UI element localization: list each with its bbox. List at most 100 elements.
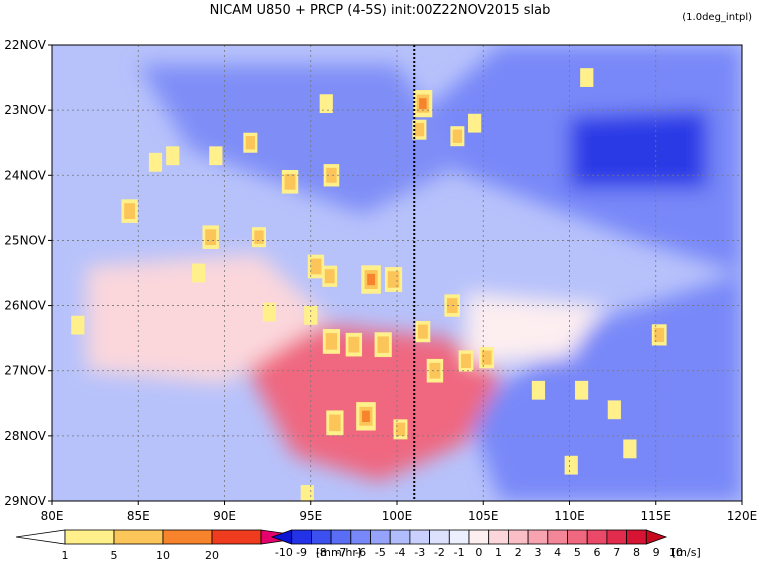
wind-cb-label: 4 xyxy=(554,546,561,559)
wind-cb-label: 0 xyxy=(475,546,482,559)
precip-cell-core xyxy=(207,232,214,242)
precip-cell-outer xyxy=(166,146,180,166)
precip-cell-7 xyxy=(252,227,266,248)
wind-cb-label: -2 xyxy=(434,546,445,559)
wind-cb-label: -6 xyxy=(355,546,366,559)
precip-cell-core xyxy=(362,410,370,422)
gridlines xyxy=(52,45,742,501)
precip-cell-19 xyxy=(345,332,363,357)
y-tick-label: 25NOV xyxy=(4,233,46,247)
y-axis-ticks: 22NOV 23NOV 24NOV 25NOV 26NOV 27NOV 28NOV 29NOV xyxy=(4,38,52,508)
precip-cb-segment xyxy=(64,529,115,545)
precip-cell-31 xyxy=(574,380,589,400)
precip-cell-outer xyxy=(300,485,314,501)
wind-cb-segment xyxy=(389,529,411,545)
precip-cb-arrow-left xyxy=(15,529,66,545)
precip-cell-core xyxy=(419,98,427,110)
precip-cell-36 xyxy=(479,347,495,369)
precip-cell-outer xyxy=(262,302,276,322)
precip-cell-core xyxy=(350,339,358,350)
precip-cell-22 xyxy=(426,358,444,383)
precip-cell-core xyxy=(431,365,439,376)
precip-cell-21 xyxy=(415,321,431,343)
plot-area xyxy=(52,45,742,501)
precip-cell-0 xyxy=(121,199,138,223)
precip-cell-outer xyxy=(71,315,85,335)
wind-cb-segment xyxy=(626,529,647,545)
precip-cell-3 xyxy=(243,132,258,153)
precip-cell-10 xyxy=(361,265,381,294)
precip-cell-outer xyxy=(319,94,333,114)
precip-cell-32 xyxy=(607,400,621,420)
wind-cb-label: -4 xyxy=(395,546,406,559)
wind-cb-segment xyxy=(330,529,352,545)
wind-cb-label: -9 xyxy=(296,546,307,559)
wind-cb-segment xyxy=(488,529,509,545)
precip-cell-core xyxy=(379,339,387,350)
precip-cell-outer xyxy=(564,455,578,475)
wind-colorbar: -10 -9 -8 -7 -6 -5 -4 -3 -2 -1 0 1 2 3 4 5 6 7 8 9 10[m/s] xyxy=(270,529,701,559)
precip-cell-mid xyxy=(324,269,335,284)
wind-cb-segment xyxy=(291,529,312,545)
wind-cb-label: 2 xyxy=(515,546,522,559)
precip-cell-mid xyxy=(414,123,425,137)
precip-cell-40 xyxy=(300,485,314,501)
x-tick-label: 80E xyxy=(41,509,64,523)
wind-cb-label: 3 xyxy=(534,546,541,559)
precip-cell-5 xyxy=(323,164,340,187)
wind-cb-label: -10 xyxy=(275,546,293,559)
precip-cell-core xyxy=(331,417,339,428)
precip-cell-outer xyxy=(468,113,482,133)
precip-cell-27 xyxy=(393,419,408,440)
precip-cell-6 xyxy=(202,225,219,249)
precip-cell-38 xyxy=(192,263,206,283)
precip-cb-unit: [mm/hr] xyxy=(316,546,361,559)
x-tick-label: 100E xyxy=(382,509,413,523)
wind-cb-label: -5 xyxy=(375,546,386,559)
precip-cell-15 xyxy=(468,113,482,133)
wind-cb-label: -7 xyxy=(335,546,346,559)
y-tick-label: 22NOV xyxy=(4,38,46,52)
precip-cell-25 xyxy=(326,410,344,436)
wind-cb-segment xyxy=(567,529,588,545)
precip-cell-mid xyxy=(326,167,337,183)
wind-cb-segment xyxy=(547,529,568,545)
wind-cb-label: 7 xyxy=(613,546,620,559)
y-tick-label: 26NOV xyxy=(4,299,46,313)
precipitation-layer xyxy=(71,68,667,501)
precip-cell-mid xyxy=(481,350,492,365)
wind-cb-label: -1 xyxy=(454,546,465,559)
wind-cb-segment xyxy=(586,529,608,545)
x-axis-ticks: 80E 85E 90E 95E 100E 105E 110E 115E 120E xyxy=(41,501,757,523)
precip-cell-8 xyxy=(307,254,325,279)
x-tick-label: 110E xyxy=(554,509,585,523)
precip-cb-segment xyxy=(113,529,164,545)
wind-cb-segment xyxy=(310,529,332,545)
wind-cb-label: 1 xyxy=(495,546,502,559)
precip-cell-17 xyxy=(148,152,163,172)
x-tick-label: 85E xyxy=(127,509,150,523)
wind-cb-label: 10 xyxy=(669,546,683,559)
precip-cell-outer xyxy=(192,263,206,283)
precip-cb-label: 20 xyxy=(205,549,219,561)
wind-cb-label: 6 xyxy=(594,546,601,559)
precip-cell-mid xyxy=(254,230,264,244)
wind-cb-segment xyxy=(350,529,371,545)
precip-cell-9 xyxy=(322,265,338,287)
y-tick-label: 27NOV xyxy=(4,364,46,378)
wind-cb-segment xyxy=(448,529,470,545)
precip-cell-core xyxy=(328,336,335,347)
precip-cell-mid xyxy=(417,324,428,339)
wind-cb-segment xyxy=(527,529,549,545)
wind-region-pale-westerly xyxy=(86,253,328,384)
precip-cell-2 xyxy=(209,146,223,166)
precip-cell-core xyxy=(390,274,397,285)
y-tick-label: 24NOV xyxy=(4,168,46,182)
x-tick-label: 90E xyxy=(213,509,236,523)
precip-cell-4 xyxy=(281,170,299,194)
wind-region-west-easterly xyxy=(138,64,466,215)
wind-cb-label: -8 xyxy=(316,546,327,559)
precip-cell-mid xyxy=(452,129,463,143)
precip-cb-label: 10 xyxy=(156,549,170,561)
precip-cb-label: 5 xyxy=(111,549,118,561)
